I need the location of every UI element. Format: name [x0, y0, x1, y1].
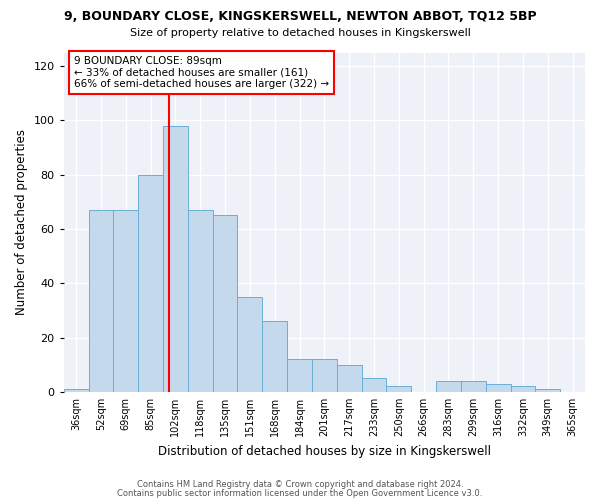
Bar	[386, 386, 411, 392]
Bar	[64, 389, 89, 392]
Bar	[262, 322, 287, 392]
Bar	[163, 126, 188, 392]
Bar	[436, 381, 461, 392]
Y-axis label: Number of detached properties: Number of detached properties	[15, 129, 28, 315]
Bar	[312, 360, 337, 392]
Bar	[535, 389, 560, 392]
Bar	[362, 378, 386, 392]
Text: 9, BOUNDARY CLOSE, KINGSKERSWELL, NEWTON ABBOT, TQ12 5BP: 9, BOUNDARY CLOSE, KINGSKERSWELL, NEWTON…	[64, 10, 536, 23]
Bar	[461, 381, 486, 392]
Text: 9 BOUNDARY CLOSE: 89sqm
← 33% of detached houses are smaller (161)
66% of semi-d: 9 BOUNDARY CLOSE: 89sqm ← 33% of detache…	[74, 56, 329, 89]
Bar	[486, 384, 511, 392]
Text: Contains HM Land Registry data © Crown copyright and database right 2024.: Contains HM Land Registry data © Crown c…	[137, 480, 463, 489]
Bar	[287, 360, 312, 392]
Bar	[138, 174, 163, 392]
Bar	[238, 297, 262, 392]
Bar	[113, 210, 138, 392]
Bar	[212, 216, 238, 392]
Bar	[89, 210, 113, 392]
Bar	[188, 210, 212, 392]
Bar	[511, 386, 535, 392]
X-axis label: Distribution of detached houses by size in Kingskerswell: Distribution of detached houses by size …	[158, 444, 491, 458]
Bar	[337, 365, 362, 392]
Text: Contains public sector information licensed under the Open Government Licence v3: Contains public sector information licen…	[118, 488, 482, 498]
Text: Size of property relative to detached houses in Kingskerswell: Size of property relative to detached ho…	[130, 28, 470, 38]
